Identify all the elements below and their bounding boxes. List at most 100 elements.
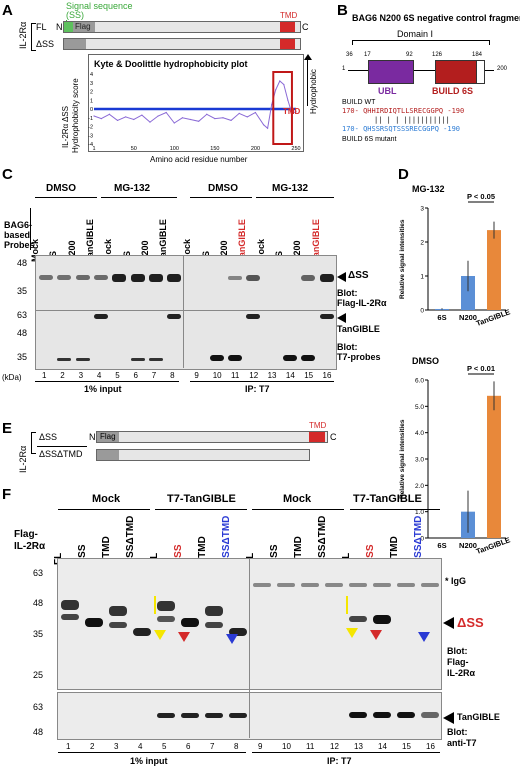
panel-c-probe-label-2: based — [4, 230, 31, 240]
hydro-point — [93, 115, 95, 117]
panel-d-top-y-tick-label: 2 — [420, 240, 424, 247]
panel-e-dss-dtmd-label: ΔSSΔTMD — [39, 449, 83, 459]
panel-c-probe-band — [301, 355, 316, 361]
panel-f-yellow-line — [346, 596, 348, 614]
panel-f-group-4: T7-TanGIBLE — [353, 493, 422, 505]
panel-a-xlabel: Amino acid residue number — [150, 155, 248, 164]
panel-d-top-pvalue: P < 0.05 — [467, 192, 495, 201]
panel-c-input-label: 1% input — [84, 384, 122, 394]
panel-f-band — [253, 583, 271, 587]
panel-f-band — [229, 713, 247, 718]
panel-c-probe-band — [148, 358, 163, 361]
panel-e-bracket — [31, 432, 36, 454]
hydro-point — [181, 117, 184, 119]
panel-b-title: BAG6 N200 6S negative control fragment — [352, 13, 520, 23]
panel-f-blot1-line2: Flag- — [447, 657, 469, 667]
panel-c-dss-arrow-label: ΔSS — [348, 270, 369, 281]
panel-c-flag-band — [319, 274, 334, 282]
panel-f-dss-arrow-label: ΔSS — [457, 615, 484, 630]
panel-c-tangible-band — [93, 314, 108, 319]
panel-f-blot1-line1: Blot: — [447, 646, 468, 656]
panel-c-lane-number: 8 — [170, 371, 175, 380]
panel-c-kda: (kDa) — [2, 373, 22, 382]
panel-f-lane-number: 8 — [234, 742, 239, 751]
panel-d-top-x-label: 6S — [437, 313, 446, 322]
hydro-y-tick: -2 — [88, 125, 93, 131]
hydro-y-tick: 1 — [90, 98, 93, 104]
panel-c-cond-line-2 — [101, 197, 177, 198]
panel-c-lane-number: 11 — [231, 371, 240, 380]
panel-a-ss-abbrev: (SS) — [66, 10, 84, 20]
panel-c-lane-number: 16 — [322, 371, 332, 380]
panel-f-igg-label: * IgG — [445, 576, 467, 586]
panel-d-top-bar — [487, 230, 501, 310]
panel-f-band — [157, 713, 175, 718]
panel-f-group-2: T7-TanGIBLE — [167, 493, 236, 505]
panel-b-num-126: 126 — [432, 52, 443, 58]
panel-e-tmd-segment — [309, 432, 325, 442]
panel-c-tangible-band — [319, 314, 334, 319]
panel-a-signal-seq-label: Signal sequence — [66, 1, 133, 11]
panel-c-blot-top — [35, 255, 337, 312]
panel-c-blot2-line1: Blot: — [337, 342, 358, 352]
panel-c-mw-35b: 35 — [17, 352, 28, 362]
panel-f-band — [349, 616, 367, 622]
panel-c-lane-number: 7 — [151, 371, 157, 380]
panel-e-n: N — [89, 432, 96, 442]
panel-c-flag-band — [148, 274, 163, 282]
panel-f-group-line-3 — [252, 509, 344, 510]
panel-e-dss-label: ΔSS — [39, 432, 58, 442]
panel-b-wt-seq: 170- QHHIRDIQTLLSRECGGPQ -190 — [342, 107, 465, 115]
panel-e-letter: E — [2, 420, 13, 437]
panel-f-tangible-arrow-label: TanGIBLE — [457, 712, 500, 722]
panel-f-band — [373, 583, 391, 587]
panel-f-ip-label: IP: T7 — [327, 756, 352, 766]
panel-c-probe-band — [228, 355, 242, 361]
hydro-point — [149, 121, 151, 123]
panel-c-tangible-band — [167, 314, 182, 319]
panel-b-seq-title: BUILD WT — [342, 99, 376, 106]
panel-f-group-3: Mock — [283, 493, 312, 505]
panel-f-band — [325, 583, 343, 587]
hydro-point — [275, 89, 277, 91]
hydro-point — [230, 119, 232, 121]
panel-f-band — [109, 606, 127, 616]
panel-c-lane-number: 5 — [115, 371, 120, 380]
panel-b-num-200: 200 — [497, 66, 508, 72]
panel-a-plot-title: Kyte & Doolittle hydrophobicity plot — [94, 59, 248, 69]
panel-f-mw-25: 25 — [33, 670, 44, 680]
panel-f-band — [397, 583, 415, 587]
panel-c-lane-number: 9 — [194, 371, 199, 380]
panel-c-lane-number: 6 — [133, 371, 138, 380]
panel-f-mw-63b: 63 — [33, 702, 44, 712]
panel-f-lane-number: 14 — [378, 742, 387, 751]
hydro-point — [267, 127, 269, 129]
panel-a-hydrophobic-arrowhead — [304, 54, 312, 60]
panel-c-cond-line-4 — [256, 197, 334, 198]
panel-c-lane-number: 3 — [78, 371, 84, 380]
panel-f-lane-number: 1 — [66, 742, 71, 751]
panel-a-tmd-label: TMD — [280, 11, 298, 20]
panel-f-band — [133, 628, 151, 636]
panel-f-band — [349, 712, 367, 718]
panel-f-band — [349, 583, 367, 587]
panel-f-blot2-line1: Blot: — [447, 727, 468, 737]
hydro-point — [271, 104, 273, 106]
panel-d-bottom-y-tick-label: 0 — [420, 536, 424, 543]
hydro-point — [108, 113, 111, 115]
panel-f-band — [397, 712, 415, 718]
panel-e-sep — [37, 446, 87, 447]
panel-f-group-1: Mock — [92, 493, 121, 505]
panel-f-band — [85, 618, 103, 627]
panel-b-num-1: 1 — [342, 66, 346, 72]
hydro-x-tick: 200 — [251, 146, 260, 152]
panel-f-letter: F — [2, 486, 12, 503]
panel-d-bottom-y-tick-label: 3.0 — [415, 457, 424, 464]
panel-c-blot1-line2: Flag-IL-2Rα — [337, 298, 387, 308]
panel-b-letter: B — [337, 2, 348, 19]
panel-b-domain-bracket — [352, 40, 490, 45]
hydro-point — [214, 118, 216, 120]
panel-a-hydrophobic-arrow — [307, 58, 308, 106]
panel-f-arrowhead — [154, 630, 166, 640]
panel-c-ip-line — [190, 381, 334, 382]
